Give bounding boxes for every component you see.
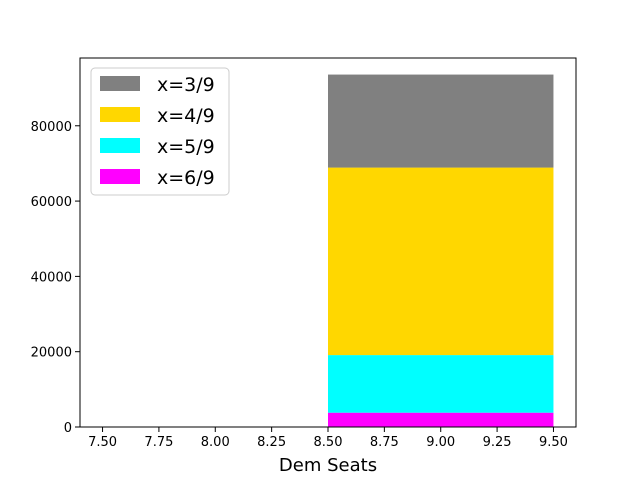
x-tick-label: 9.00 bbox=[426, 435, 455, 450]
y-tick-label: 80000 bbox=[31, 120, 72, 135]
x-tick-label: 8.00 bbox=[201, 435, 230, 450]
bar-segment-2 bbox=[328, 355, 554, 413]
y-tick-label: 20000 bbox=[31, 346, 72, 361]
x-tick-label: 7.50 bbox=[88, 435, 117, 450]
y-tick-label: 60000 bbox=[31, 195, 72, 210]
y-tick-label: 0 bbox=[64, 421, 72, 436]
legend-box bbox=[90, 67, 230, 196]
legend-label: x=4/9 bbox=[157, 105, 215, 127]
x-tick-label: 8.25 bbox=[257, 435, 286, 450]
x-axis-label: Dem Seats bbox=[279, 455, 377, 476]
legend-label: x=5/9 bbox=[157, 136, 215, 158]
x-tick-label: 7.75 bbox=[144, 435, 173, 450]
x-tick-label: 9.25 bbox=[483, 435, 512, 450]
legend-label: x=3/9 bbox=[157, 74, 215, 96]
y-axis-ticks: 0 20000 40000 60000 80000 bbox=[31, 120, 80, 436]
legend-swatch bbox=[100, 76, 140, 91]
x-axis-ticks: 7.50 7.75 8.00 8.25 8.50 8.75 9.00 9.25 9.50 bbox=[88, 427, 568, 450]
x-tick-label: 8.50 bbox=[314, 435, 343, 450]
bar-segment-4 bbox=[328, 74, 554, 168]
y-tick-label: 40000 bbox=[31, 270, 72, 285]
legend-swatch bbox=[100, 138, 140, 153]
legend-swatch bbox=[100, 169, 140, 184]
legend-swatch bbox=[100, 107, 140, 122]
bar-segment-1 bbox=[328, 412, 554, 427]
x-tick-label: 8.75 bbox=[370, 435, 399, 450]
legend-label: x=6/9 bbox=[157, 167, 215, 189]
stacked-bars bbox=[328, 74, 554, 427]
bar-segment-3 bbox=[328, 167, 554, 356]
x-tick-label: 9.50 bbox=[539, 435, 568, 450]
legend: x=3/9 x=4/9 x=5/9 x=6/9 bbox=[90, 67, 230, 196]
